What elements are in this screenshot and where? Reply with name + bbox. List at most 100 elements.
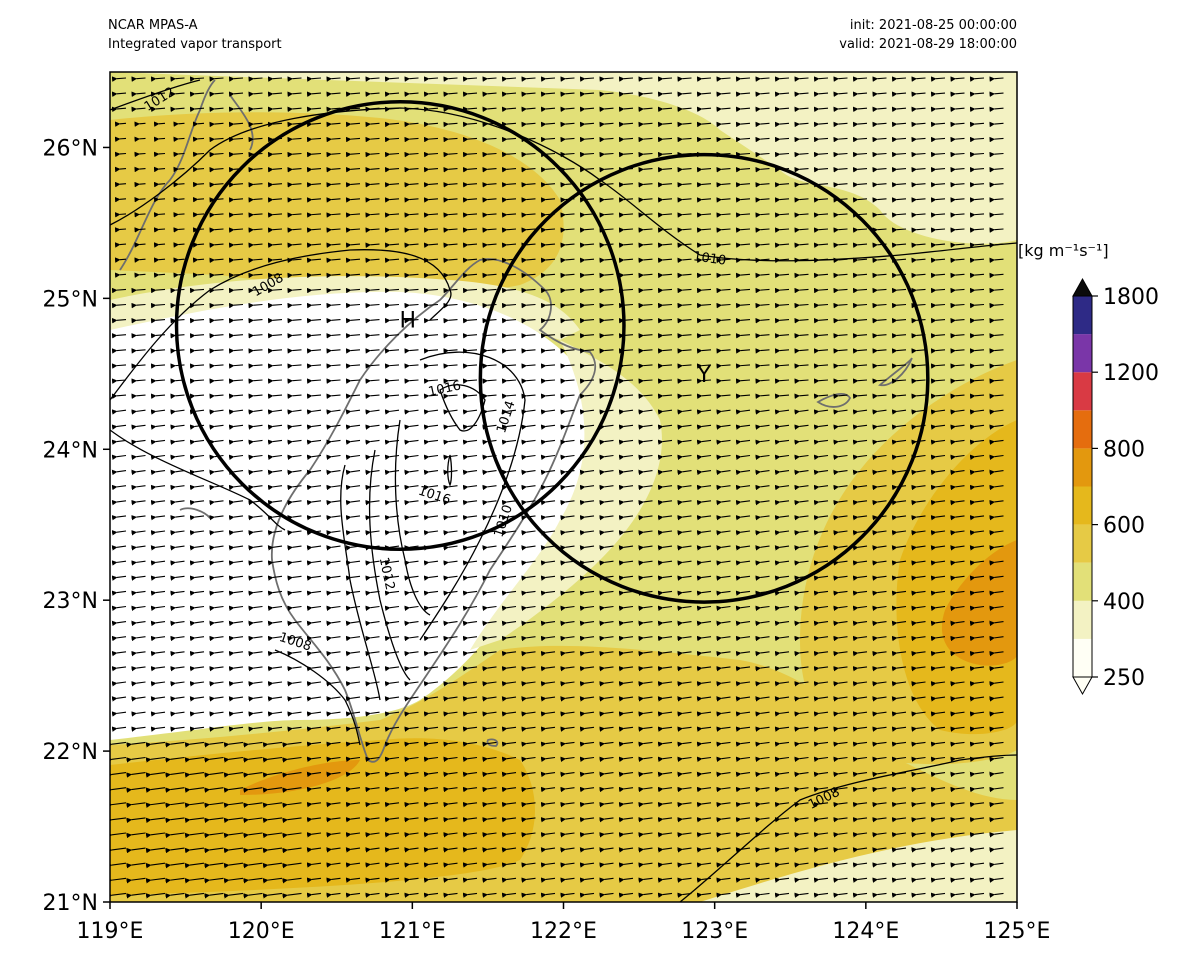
- ivt-vector: [833, 106, 848, 113]
- ivt-vector: [287, 424, 302, 430]
- ivt-vector: [969, 151, 985, 158]
- ivt-vector: [501, 91, 517, 97]
- ivt-vector: [599, 348, 614, 354]
- ivt-vector: [326, 91, 341, 97]
- ivt-vector: [287, 302, 302, 309]
- field-name: Integrated vapor transport: [108, 37, 282, 52]
- ivt-vector: [540, 227, 556, 233]
- x-tick-label: 120°E: [228, 919, 295, 944]
- ivt-vector: [696, 439, 712, 445]
- ivt-vector: [287, 484, 302, 491]
- ivt-vector: [209, 514, 224, 521]
- ivt-vector: [579, 530, 595, 536]
- ivt-vector: [774, 378, 790, 384]
- ivt-vector: [228, 227, 244, 233]
- ivt-vector: [891, 166, 907, 173]
- ivt-vector: [657, 363, 673, 369]
- ivt-vector: [384, 197, 400, 203]
- ivt-vector: [248, 469, 263, 476]
- ivt-vector: [891, 514, 907, 521]
- ivt-vector: [209, 378, 224, 384]
- ivt-vector: [638, 272, 653, 279]
- ivt-vector: [482, 287, 497, 294]
- ivt-vector: [189, 287, 205, 294]
- ivt-vector: [989, 182, 1004, 188]
- ivt-vector: [170, 106, 185, 113]
- ivt-vector: [150, 378, 166, 384]
- ivt-vector: [872, 454, 887, 461]
- ivt-vector: [209, 287, 224, 294]
- ivt-vector: [813, 499, 829, 506]
- ivt-vector: [696, 242, 712, 248]
- ivt-vector: [911, 545, 926, 551]
- ivt-vector: [443, 439, 458, 445]
- ivt-vector: [111, 545, 127, 551]
- ivt-vector: [774, 151, 790, 158]
- ivt-vector: [696, 317, 712, 324]
- ivt-vector: [540, 136, 556, 143]
- ivt-vector: [306, 424, 322, 430]
- ivt-vector: [599, 91, 614, 97]
- ivt-vector: [111, 530, 127, 536]
- ivt-vector: [228, 333, 244, 339]
- ivt-vector: [287, 182, 302, 188]
- ivt-vector: [560, 242, 575, 248]
- ivt-vector: [228, 560, 244, 566]
- ivt-vector: [560, 227, 575, 233]
- ivt-vector: [189, 469, 205, 476]
- ivt-vector: [443, 530, 458, 536]
- ivt-vector: [326, 257, 341, 264]
- ivt-vector: [813, 242, 829, 248]
- ivt-vector: [521, 197, 536, 203]
- ivt-vector: [345, 106, 361, 113]
- ivt-vector: [852, 106, 868, 113]
- ivt-vector: [404, 514, 419, 521]
- ivt-vector: [482, 469, 497, 476]
- ivt-vector: [170, 393, 185, 399]
- ivt-vector: [638, 257, 653, 264]
- ivt-vector: [872, 469, 887, 476]
- ivt-vector: [638, 424, 653, 430]
- ivt-vector: [404, 76, 419, 82]
- ivt-vector: [755, 530, 770, 536]
- ivt-vector: [111, 514, 127, 521]
- ivt-vector: [501, 530, 517, 536]
- ivt-vector: [131, 409, 146, 415]
- ivt-vector: [560, 393, 575, 399]
- ivt-vector: [365, 121, 380, 128]
- ivt-vector: [248, 378, 263, 384]
- ivt-vector: [209, 121, 224, 128]
- ivt-vector: [423, 499, 439, 506]
- ivt-vector: [716, 317, 731, 324]
- ivt-vector: [443, 454, 458, 461]
- ivt-vector: [833, 499, 848, 506]
- ivt-vector: [774, 317, 790, 324]
- ivt-vector: [326, 272, 341, 279]
- ivt-vector: [150, 454, 166, 461]
- ivt-vector: [794, 378, 809, 384]
- ivt-vector: [423, 212, 439, 218]
- ivt-vector: [501, 151, 517, 158]
- ivt-vector: [150, 317, 166, 324]
- ivt-vector: [306, 409, 322, 415]
- ivt-vector: [209, 257, 224, 264]
- ivt-vector: [287, 363, 302, 369]
- ivt-vector: [267, 302, 283, 309]
- ivt-vector: [579, 348, 595, 354]
- isobars: [110, 79, 1017, 902]
- ivt-vector: [638, 530, 653, 536]
- ivt-vector: [384, 317, 400, 324]
- ivt-vector: [657, 91, 673, 97]
- ivt-vector: [287, 348, 302, 354]
- ivt-vector: [657, 272, 673, 279]
- ivt-vector: [501, 106, 517, 113]
- ivt-vector: [579, 317, 595, 324]
- ivt-vector: [326, 76, 341, 82]
- ivt-vector: [404, 454, 419, 461]
- ivt-vector: [521, 393, 536, 399]
- ivt-vector: [891, 333, 907, 339]
- ivt-vector: [696, 227, 712, 233]
- ivt-vector: [638, 317, 653, 324]
- ivt-vector: [950, 227, 965, 233]
- ivt-vector: [657, 242, 673, 248]
